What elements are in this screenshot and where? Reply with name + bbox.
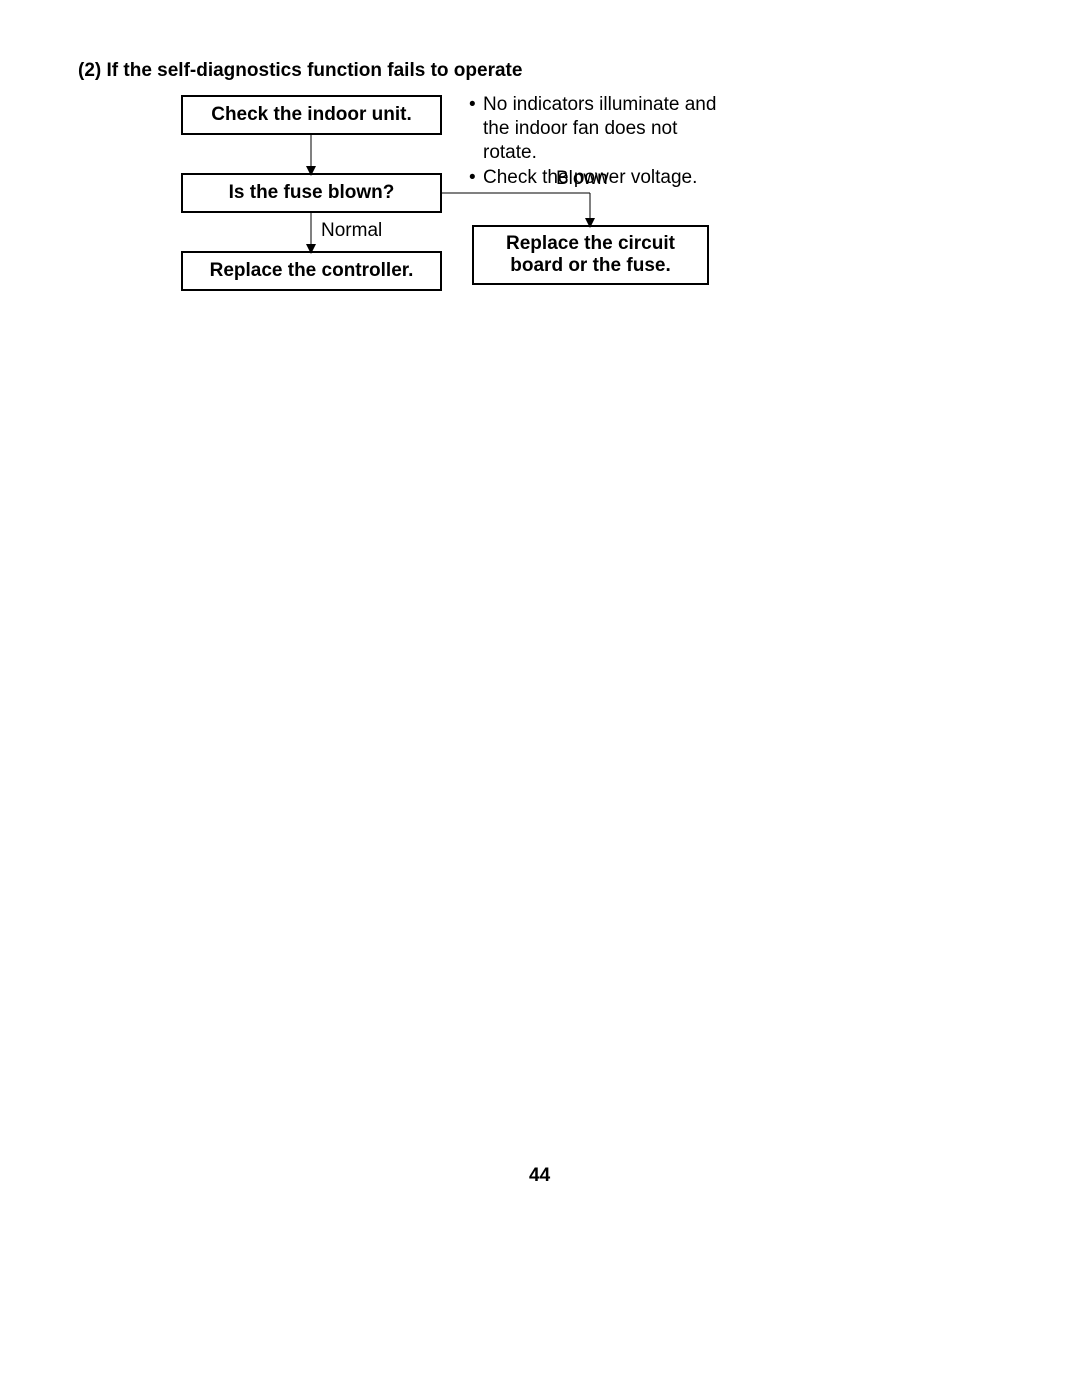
bullet-row: • No indicators illuminate and the indoo… bbox=[469, 93, 729, 164]
page-number: 44 bbox=[529, 1165, 550, 1187]
bullet-dot-icon: • bbox=[469, 166, 483, 190]
edge-label-normal: Normal bbox=[321, 220, 382, 242]
node-fuse-blown: Is the fuse blown? bbox=[181, 173, 442, 213]
bullet-dot-icon: • bbox=[469, 93, 483, 117]
bullet-text: No indicators illuminate and the indoor … bbox=[483, 93, 729, 164]
node-replace-controller: Replace the controller. bbox=[181, 251, 442, 291]
node-replace-board: Replace the circuit board or the fuse. bbox=[472, 225, 709, 285]
edge-label-blown: Blown bbox=[556, 168, 608, 190]
connectors-svg bbox=[0, 0, 1080, 1397]
node-check-indoor: Check the indoor unit. bbox=[181, 95, 442, 135]
section-heading: (2) If the self-diagnostics function fai… bbox=[78, 60, 522, 82]
page-root: (2) If the self-diagnostics function fai… bbox=[0, 0, 1080, 1397]
